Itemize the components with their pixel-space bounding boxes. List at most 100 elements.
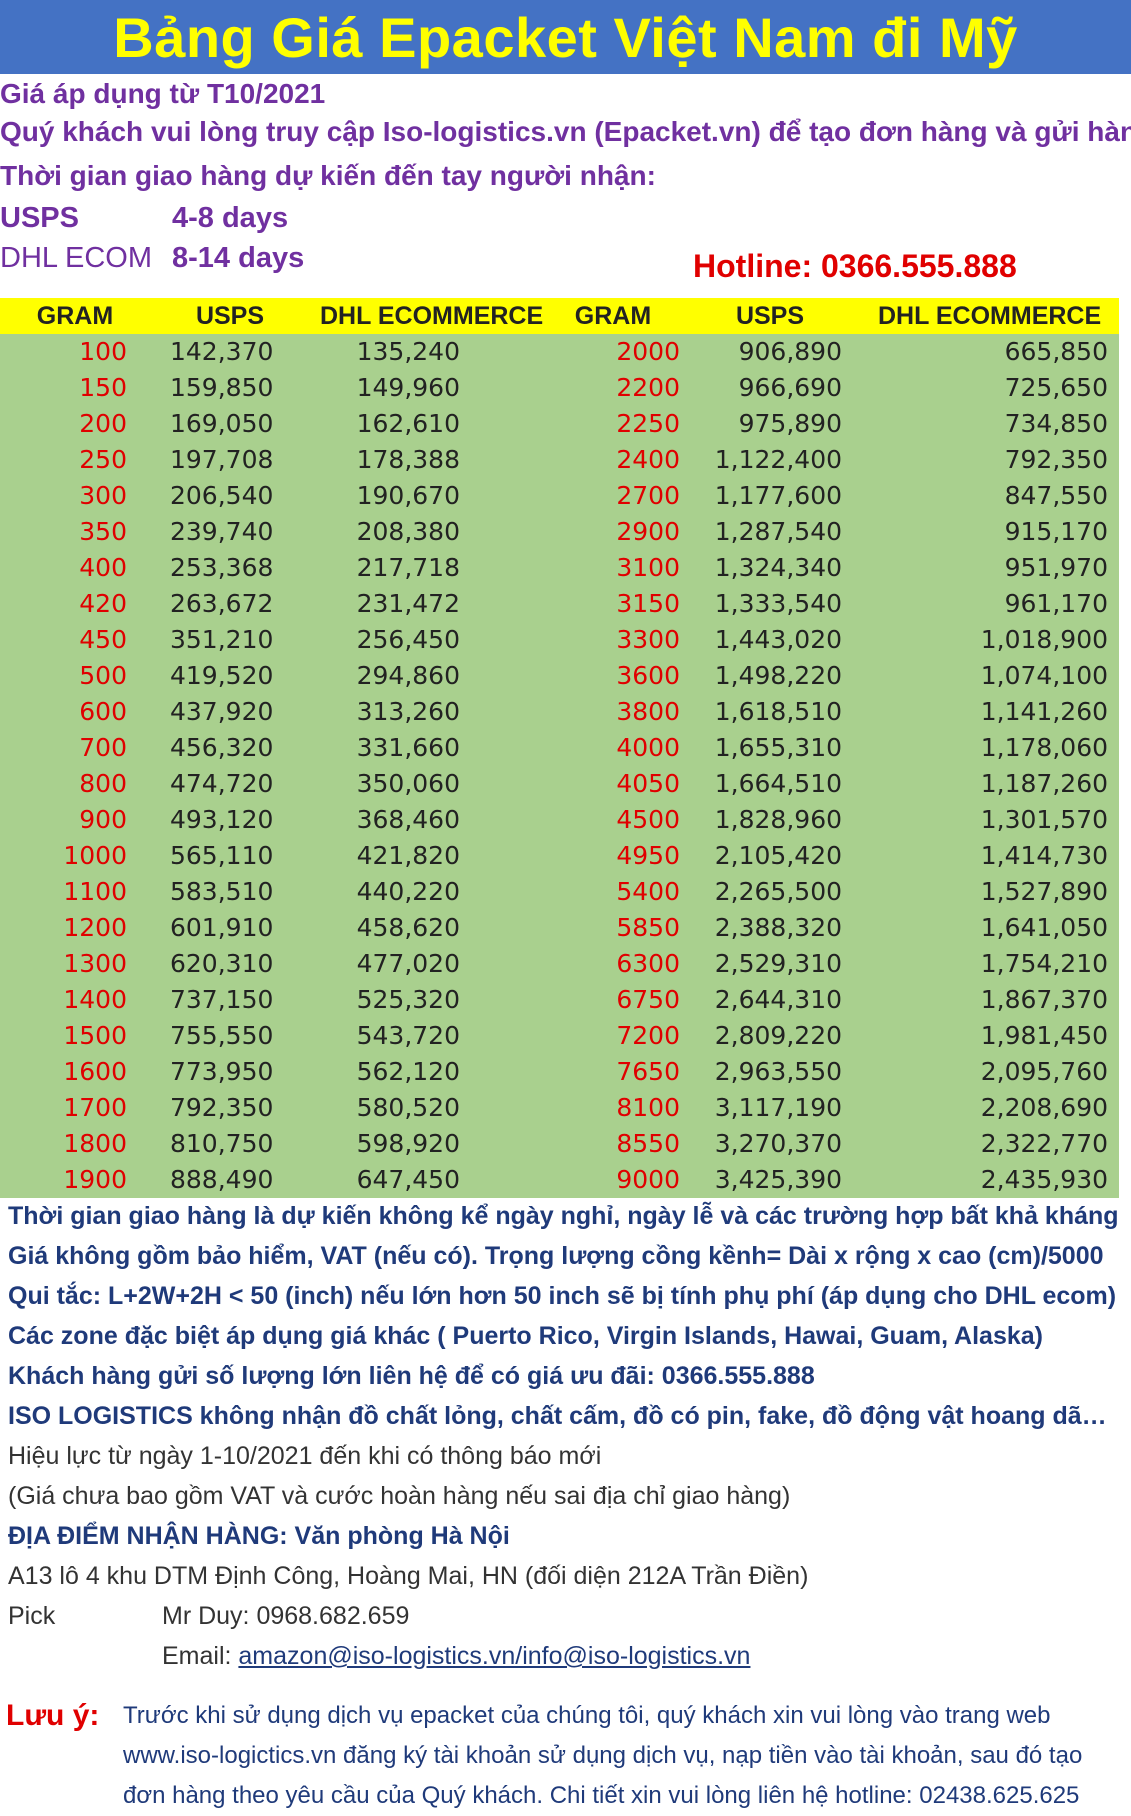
usps-price-cell: 253,368 — [170, 553, 274, 582]
usps-price-cell: 3,270,370 — [714, 1129, 842, 1158]
table-row: 1600 773,950 562,120 7650 2,963,550 2,095,760 — [0, 1054, 1119, 1090]
service-usps-days: 4-8 days — [172, 202, 289, 234]
pick-label: Pick — [8, 1602, 56, 1630]
usps-price-cell: 3,425,390 — [714, 1165, 842, 1194]
usps-price-cell: 2,265,500 — [714, 877, 842, 906]
table-row: 400 253,368 217,718 3100 1,324,340 951,970 — [0, 550, 1119, 586]
gram-cell: 6300 — [616, 949, 680, 978]
dhl-price-cell: 1,867,370 — [980, 985, 1108, 1014]
gram-cell: 7200 — [616, 1021, 680, 1050]
dhl-price-cell: 1,754,210 — [980, 949, 1108, 978]
pickup-contact: Mr Duy: 0968.682.659 — [162, 1602, 410, 1630]
table-row: 1900 888,490 647,450 9000 3,425,390 2,435,930 — [0, 1162, 1119, 1198]
table-body: 100 142,370 135,240 2000 906,890 665,850 150 15… — [0, 334, 1119, 1198]
gram-cell: 2200 — [616, 373, 680, 402]
gram-cell: 4950 — [616, 841, 680, 870]
table-row: 250 197,708 178,388 2400 1,122,400 792,350 — [0, 442, 1119, 478]
table-header-row: GRAM USPS DHL ECOMMERCE GRAM USPS DHL EC… — [0, 298, 1119, 334]
gram-cell: 450 — [79, 625, 127, 654]
dhl-price-cell: 1,527,890 — [980, 877, 1108, 906]
gram-cell: 1400 — [63, 985, 127, 1014]
usps-price-cell: 755,550 — [170, 1021, 274, 1050]
dhl-price-cell: 1,981,450 — [980, 1021, 1108, 1050]
gram-cell: 4500 — [616, 805, 680, 834]
dhl-price-cell: 1,018,900 — [980, 625, 1108, 654]
gram-cell: 3800 — [616, 697, 680, 726]
gram-cell: 1700 — [63, 1093, 127, 1122]
note-label: Lưu ý: — [6, 1699, 100, 1732]
usps-price-cell: 792,350 — [170, 1093, 274, 1122]
gram-cell: 3150 — [616, 589, 680, 618]
table-row: 500 419,520 294,860 3600 1,498,220 1,074,100 — [0, 658, 1119, 694]
usps-price-cell: 1,655,310 — [714, 733, 842, 762]
gram-cell: 1300 — [63, 949, 127, 978]
usps-price-cell: 1,498,220 — [714, 661, 842, 690]
dhl-price-cell: 961,170 — [1004, 589, 1108, 618]
dhl-price-cell: 149,960 — [356, 373, 460, 402]
dhl-price-cell: 792,350 — [1004, 445, 1108, 474]
dhl-price-cell: 525,320 — [356, 985, 460, 1014]
usps-price-cell: 169,050 — [170, 409, 274, 438]
pickup-address: A13 lô 4 khu DTM Định Công, Hoàng Mai, H… — [8, 1562, 809, 1590]
dhl-price-cell: 2,322,770 — [980, 1129, 1108, 1158]
table-row: 150 159,850 149,960 2200 966,690 725,650 — [0, 370, 1119, 406]
table-row: 1800 810,750 598,920 8550 3,270,370 2,322,770 — [0, 1126, 1119, 1162]
service-dhl-name: DHL ECOM — [0, 242, 152, 274]
note-insurance-vat: Giá không gồm bảo hiểm, VAT (nếu có). Tr… — [8, 1242, 1104, 1270]
gram-cell: 3100 — [616, 553, 680, 582]
usps-price-cell: 2,644,310 — [714, 985, 842, 1014]
usps-price-cell: 2,105,420 — [714, 841, 842, 870]
gram-cell: 2000 — [616, 337, 680, 366]
usps-price-cell: 419,520 — [170, 661, 274, 690]
service-dhl-days: 8-14 days — [172, 242, 305, 274]
dhl-price-cell: 1,187,260 — [980, 769, 1108, 798]
gram-cell: 500 — [79, 661, 127, 690]
usps-price-cell: 493,120 — [170, 805, 274, 834]
dhl-price-cell: 2,095,760 — [980, 1057, 1108, 1086]
table-row: 1500 755,550 543,720 7200 2,809,220 1,981,450 — [0, 1018, 1119, 1054]
dhl-price-cell: 734,850 — [1004, 409, 1108, 438]
gram-cell: 1100 — [63, 877, 127, 906]
note-vat-excluded: (Giá chưa bao gồm VAT và cước hoàn hàng … — [8, 1482, 791, 1510]
gram-cell: 4050 — [616, 769, 680, 798]
gram-cell: 700 — [79, 733, 127, 762]
table-row: 1300 620,310 477,020 6300 2,529,310 1,754,210 — [0, 946, 1119, 982]
gram-cell: 8100 — [616, 1093, 680, 1122]
pickup-contact-row: Pick Mr Duy: 0968.682.659 — [8, 1596, 1123, 1636]
usps-price-cell: 456,320 — [170, 733, 274, 762]
table-row: 420 263,672 231,472 3150 1,333,540 961,170 — [0, 586, 1119, 622]
header-usps-1: USPS — [195, 302, 265, 330]
table-row: 350 239,740 208,380 2900 1,287,540 915,170 — [0, 514, 1119, 550]
usps-price-cell: 1,618,510 — [714, 697, 842, 726]
service-usps-name: USPS — [0, 202, 79, 234]
gram-cell: 9000 — [616, 1165, 680, 1194]
usps-price-cell: 1,664,510 — [714, 769, 842, 798]
gram-cell: 900 — [79, 805, 127, 834]
dhl-price-cell: 350,060 — [356, 769, 460, 798]
dhl-price-cell: 178,388 — [356, 445, 460, 474]
note-validity: Hiệu lực từ ngày 1-10/2021 đến khi có th… — [8, 1442, 602, 1470]
usps-price-cell: 737,150 — [170, 985, 274, 1014]
usps-price-cell: 888,490 — [170, 1165, 274, 1194]
dhl-price-cell: 190,670 — [356, 481, 460, 510]
dhl-price-cell: 598,920 — [356, 1129, 460, 1158]
table-row: 1000 565,110 421,820 4950 2,105,420 1,414,730 — [0, 838, 1119, 874]
usps-price-cell: 1,324,340 — [714, 553, 842, 582]
header-gram-2: GRAM — [574, 302, 652, 330]
gram-cell: 3300 — [616, 625, 680, 654]
dhl-price-cell: 162,610 — [356, 409, 460, 438]
gram-cell: 2900 — [616, 517, 680, 546]
gram-cell: 1500 — [63, 1021, 127, 1050]
usps-price-cell: 474,720 — [170, 769, 274, 798]
gram-cell: 5850 — [616, 913, 680, 942]
hotline: Hotline: 0366.555.888 — [693, 248, 1017, 284]
table-row: 450 351,210 256,450 3300 1,443,020 1,018,900 — [0, 622, 1119, 658]
dhl-price-cell: 562,120 — [356, 1057, 460, 1086]
dhl-price-cell: 135,240 — [356, 337, 460, 366]
table-row: 1700 792,350 580,520 8100 3,117,190 2,208,690 — [0, 1090, 1119, 1126]
price-table: GRAM USPS DHL ECOMMERCE GRAM USPS DHL EC… — [0, 298, 1119, 1198]
gram-cell: 1900 — [63, 1165, 127, 1194]
table-row: 1200 601,910 458,620 5850 2,388,320 1,641,050 — [0, 910, 1119, 946]
usps-price-cell: 437,920 — [170, 697, 274, 726]
email-link[interactable]: amazon@iso-logistics.vn/info@iso-logisti… — [238, 1642, 751, 1670]
